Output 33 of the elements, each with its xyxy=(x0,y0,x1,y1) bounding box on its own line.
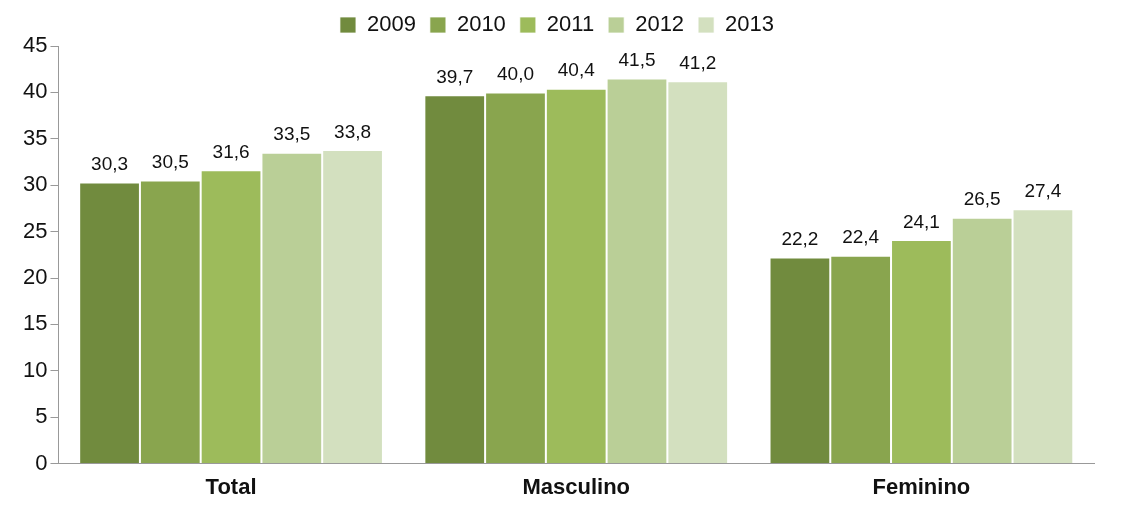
data-label: 40,0 xyxy=(496,63,534,85)
data-label: 39,7 xyxy=(436,65,474,87)
data-label: 26,5 xyxy=(963,188,1001,210)
y-tick-label: 35 xyxy=(22,124,48,150)
y-tick-label: 20 xyxy=(22,264,48,290)
data-label: 30,5 xyxy=(151,151,189,173)
y-tick-label: 40 xyxy=(22,78,48,104)
x-tick-label: Total xyxy=(205,473,257,499)
x-tick-label: Masculino xyxy=(522,473,631,499)
data-label: 40,4 xyxy=(557,59,596,81)
data-label: 22,4 xyxy=(842,226,880,248)
y-tick-label: 0 xyxy=(35,449,48,475)
y-tick-label: 5 xyxy=(35,403,48,429)
legend-label: 2009 xyxy=(366,11,416,37)
data-label: 41,5 xyxy=(618,49,656,71)
data-label: 27,4 xyxy=(1024,180,1062,202)
data-label: 33,8 xyxy=(334,120,372,142)
legend-label: 2013 xyxy=(725,11,775,37)
data-label: 31,6 xyxy=(212,141,250,163)
y-tick-label: 10 xyxy=(22,356,48,382)
legend-label: 2011 xyxy=(546,11,595,37)
data-label: 24,1 xyxy=(902,210,940,232)
legend-label: 2010 xyxy=(456,11,506,37)
data-label: 33,5 xyxy=(273,123,311,145)
y-tick-label: 15 xyxy=(22,310,48,336)
x-tick-label: Feminino xyxy=(872,473,971,499)
data-label: 22,2 xyxy=(781,228,819,250)
data-label: 41,2 xyxy=(679,52,717,73)
y-tick-label: 25 xyxy=(22,217,48,243)
y-tick-label: 30 xyxy=(22,171,48,197)
data-label: 30,3 xyxy=(91,153,129,175)
y-tick-label: 45 xyxy=(22,32,48,58)
legend-label: 2012 xyxy=(635,11,685,37)
